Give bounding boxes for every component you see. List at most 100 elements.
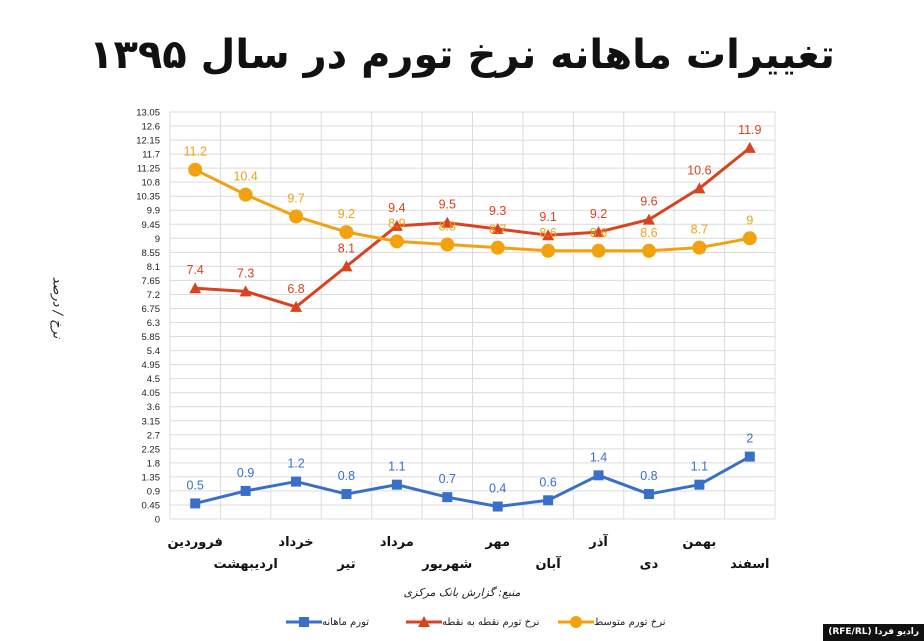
data-label: 8.1 — [338, 241, 355, 255]
data-point — [692, 240, 707, 255]
y-tick-label: 10.35 — [136, 192, 160, 203]
y-tick-label: 8.1 — [147, 262, 160, 273]
data-point — [239, 285, 252, 297]
data-point — [642, 213, 655, 225]
data-point — [290, 300, 303, 312]
data-point — [340, 260, 353, 272]
y-tick-label: 0.9 — [147, 486, 160, 497]
data-point — [543, 495, 554, 506]
data-point — [238, 187, 253, 202]
data-point — [240, 485, 251, 496]
data-label: 10.4 — [233, 170, 257, 184]
y-tick-label: 1.8 — [147, 458, 160, 469]
data-label: 0.9 — [237, 466, 254, 480]
y-tick-label: 12.6 — [142, 122, 161, 133]
y-tick-labels: 0 0.45 0.9 1.35 1.8 2.25 2.7 3.15 3.6 4.05 4.5 4.95… — [136, 108, 160, 526]
y-tick-label: 11.7 — [142, 150, 160, 161]
data-label: 9.2 — [338, 207, 355, 221]
x-tick-label: مرداد — [380, 535, 414, 550]
data-point — [442, 492, 453, 503]
chart-title: تغییرات ماهانه نرخ تورم در سال ۱۳۹۵ — [89, 32, 835, 78]
credit-badge: رادیو فردا (RFE/RL) — [823, 624, 924, 641]
data-point — [591, 243, 606, 258]
data-point — [440, 237, 455, 252]
data-label: 7.4 — [187, 263, 204, 277]
data-point — [743, 141, 756, 153]
data-label: 8.7 — [691, 223, 708, 237]
data-point — [389, 234, 404, 249]
data-label: 11.9 — [738, 123, 761, 137]
series-markers — [188, 141, 757, 512]
y-tick-label: 4.95 — [142, 360, 161, 371]
data-point — [291, 476, 302, 487]
y-tick-label: 11.25 — [137, 164, 160, 175]
data-labels: 0.5 0.9 1.2 0.8 1.1 0.7 0.4 0.6 1.4 0.8 1.1 2 7.4 7.3… — [184, 123, 762, 496]
y-tick-label: 6.3 — [147, 318, 160, 329]
y-tick-label: 12.15 — [136, 136, 160, 147]
y-tick-label: 6.75 — [142, 304, 161, 315]
data-label: 9.2 — [590, 207, 607, 221]
data-label: 8.8 — [439, 220, 456, 234]
data-point — [391, 479, 402, 490]
legend-label-point: نرخ تورم نقطه به نقطه — [442, 616, 540, 628]
source-note: منبع: گزارش بانک مرکزی — [403, 586, 521, 599]
x-tick-label: آذر — [588, 533, 608, 550]
y-tick-label: 7.2 — [147, 290, 160, 301]
y-tick-label: 0.45 — [142, 500, 161, 511]
series-line — [194, 168, 751, 253]
legend-swatch-average — [558, 616, 594, 628]
data-point — [490, 240, 505, 255]
data-label: 7.3 — [237, 266, 254, 280]
x-tick-label: مهر — [484, 535, 510, 550]
legend: تورم ماهانه نرخ تورم نقطه به نقطه نرخ تو… — [280, 610, 700, 634]
data-point — [694, 479, 705, 490]
data-label: 9.3 — [489, 204, 506, 218]
data-point — [491, 222, 504, 234]
y-tick-label: 9 — [155, 234, 160, 245]
data-point — [742, 231, 757, 246]
y-tick-label: 1.35 — [142, 472, 161, 483]
data-point — [441, 216, 454, 228]
y-tick-label: 2.25 — [142, 444, 161, 455]
data-point — [641, 243, 656, 258]
data-label: 1.2 — [287, 457, 304, 471]
legend-label-monthly: تورم ماهانه — [322, 616, 370, 628]
y-tick-label: 0 — [155, 515, 160, 526]
data-label: 11.2 — [184, 145, 207, 159]
data-label: 1.1 — [691, 460, 708, 474]
data-point — [390, 219, 403, 231]
y-tick-label: 5.4 — [147, 346, 160, 357]
data-label: 8.6 — [539, 226, 556, 240]
data-point — [593, 470, 604, 481]
data-label: 0.6 — [539, 475, 556, 489]
legend-label-average: نرخ تورم متوسط — [594, 616, 666, 628]
x-tick-label: دی — [640, 557, 659, 572]
y-tick-label: 3.6 — [147, 402, 160, 413]
data-label: 0.4 — [489, 482, 506, 496]
data-point — [190, 498, 201, 509]
x-tick-label: فروردین — [167, 535, 222, 550]
data-label: 8.6 — [640, 226, 657, 240]
data-label: 2 — [746, 432, 753, 446]
legend-swatch-point — [406, 616, 442, 627]
data-label: 9.7 — [287, 191, 304, 205]
data-label: 0.7 — [439, 472, 456, 486]
series-line — [195, 146, 751, 309]
data-point — [188, 162, 203, 177]
y-tick-label: 3.15 — [142, 416, 161, 427]
data-label: 0.8 — [640, 469, 657, 483]
legend-item-monthly: تورم ماهانه — [280, 610, 369, 634]
data-point — [542, 229, 555, 241]
data-point — [541, 243, 556, 258]
y-tick-label: 4.5 — [147, 374, 160, 385]
data-label: 9.5 — [439, 198, 456, 212]
series-line — [194, 455, 751, 509]
data-point — [643, 489, 654, 500]
x-tick-label: آبان — [535, 555, 561, 572]
x-tick-label: بهمن — [682, 535, 716, 550]
x-tick-label: اسفند — [730, 557, 769, 572]
data-point — [339, 225, 354, 240]
x-tick-label: تیر — [336, 557, 355, 572]
legend-item-average: نرخ تورم متوسط — [552, 610, 666, 634]
